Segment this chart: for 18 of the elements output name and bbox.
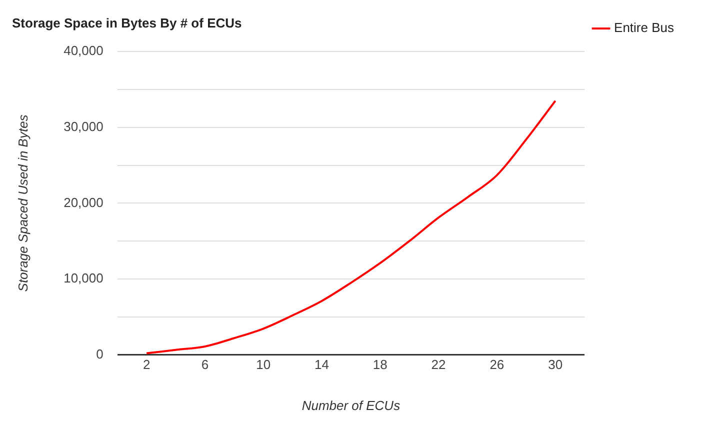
x-tick-label: 30	[548, 357, 563, 372]
x-tick-label: 6	[201, 357, 209, 372]
y-axis-title: Storage Spaced Used in Bytes	[15, 114, 30, 292]
x-tick-label: 26	[490, 357, 504, 372]
x-tick-label: 18	[372, 357, 388, 372]
y-tick-label: 20,000	[64, 194, 104, 210]
x-tick-label: 10	[256, 357, 271, 372]
y-tick-label: 10,000	[64, 270, 104, 286]
x-tick-label: 22	[431, 357, 446, 372]
x-tick-label: 14	[314, 357, 329, 372]
x-axis-title: Number of ECUs	[302, 398, 401, 413]
y-tick-label: 40,000	[64, 43, 104, 58]
line-series	[146, 100, 556, 354]
y-tick-label: 30,000	[64, 118, 104, 134]
chart-title: Storage Space in Bytes By # of ECUs	[12, 15, 242, 30]
y-tick-label: 0	[96, 346, 104, 362]
legend-label: Entire Bus	[614, 20, 674, 36]
x-tick-label: 2	[142, 357, 150, 372]
